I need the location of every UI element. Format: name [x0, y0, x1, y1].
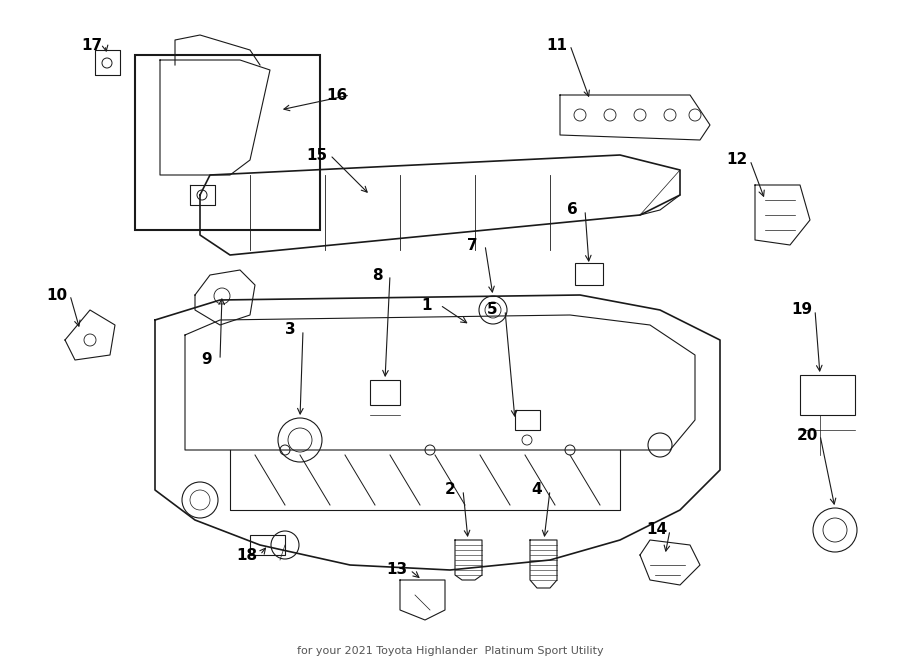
Text: 19: 19 — [791, 303, 813, 317]
Text: 11: 11 — [546, 38, 568, 52]
Bar — [370, 380, 400, 405]
Text: 20: 20 — [796, 428, 818, 442]
Text: 8: 8 — [372, 268, 382, 282]
Bar — [250, 535, 285, 555]
Text: 13: 13 — [386, 563, 408, 578]
Bar — [800, 375, 855, 415]
Text: 6: 6 — [567, 202, 578, 217]
Bar — [135, 55, 320, 230]
Text: 16: 16 — [327, 87, 347, 102]
Text: 3: 3 — [284, 323, 295, 338]
Text: 4: 4 — [532, 483, 543, 498]
Text: 9: 9 — [202, 352, 212, 368]
Text: 7: 7 — [467, 237, 477, 253]
Text: 12: 12 — [726, 153, 748, 167]
Bar — [515, 410, 540, 430]
Text: 2: 2 — [445, 483, 455, 498]
Bar — [575, 263, 603, 285]
Text: 5: 5 — [487, 303, 498, 317]
Text: 18: 18 — [237, 547, 257, 563]
Text: 10: 10 — [47, 288, 68, 303]
Text: 1: 1 — [422, 297, 432, 313]
Text: 15: 15 — [306, 147, 328, 163]
Text: for your 2021 Toyota Highlander  Platinum Sport Utility: for your 2021 Toyota Highlander Platinum… — [297, 646, 603, 656]
Text: 17: 17 — [81, 38, 103, 52]
Text: 14: 14 — [646, 522, 668, 537]
